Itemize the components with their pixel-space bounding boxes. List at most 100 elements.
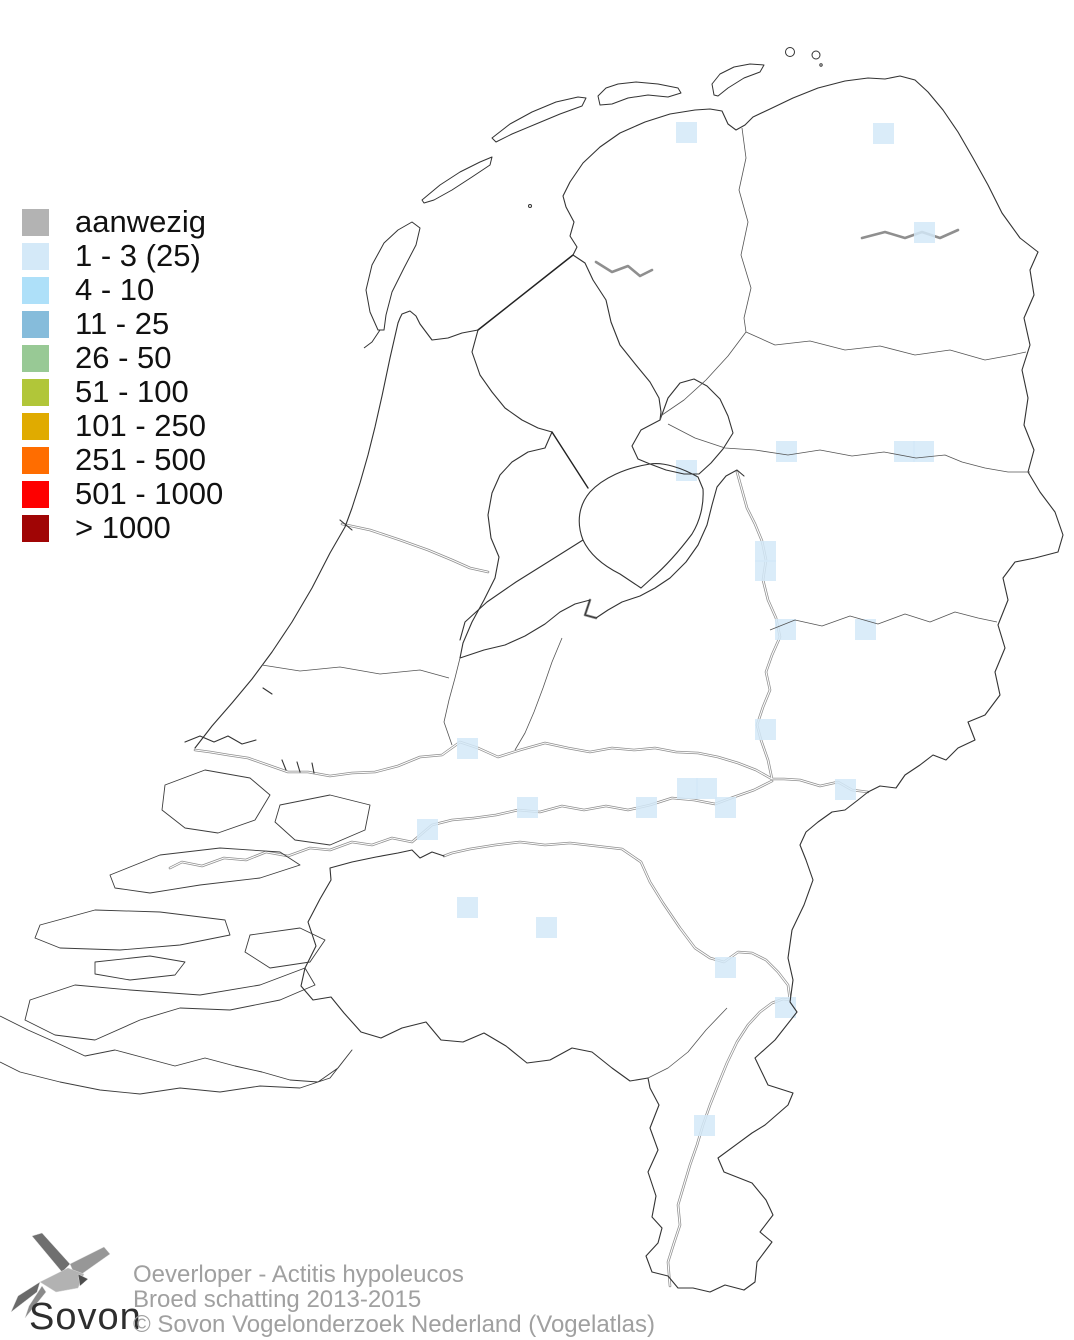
island-texel	[363, 221, 421, 349]
houtribdijk	[551, 431, 589, 489]
zeeuws-vlaanderen	[0, 1015, 353, 1095]
legend-label: 11 - 25	[75, 306, 170, 341]
legend-swatch-1-3	[22, 242, 49, 270]
legend-row: 4 - 10	[22, 273, 223, 307]
legend-swatch-aanwezig	[22, 208, 49, 236]
legend-row: 1 - 3 (25)	[22, 239, 223, 273]
caption-copyright: © Sovon Vogelonderzoek Nederland (Vogela…	[133, 1311, 656, 1338]
legend-row: 251 - 500	[22, 443, 223, 477]
sovon-logo	[10, 1232, 111, 1319]
distribution-cell	[536, 917, 557, 938]
legend-swatch-11-25	[22, 310, 49, 338]
island-hoeksche-waard	[274, 794, 371, 846]
caption-period: Broed schatting 2013-2015	[133, 1286, 422, 1313]
swallow-icon	[10, 1232, 111, 1319]
legend-label: 4 - 10	[75, 272, 155, 307]
distribution-cell	[417, 819, 438, 840]
legend-row: > 1000	[22, 511, 223, 545]
islet-dot	[819, 63, 823, 67]
island-ameland	[597, 81, 682, 106]
distribution-cell	[677, 778, 698, 799]
distribution-cell	[775, 997, 796, 1018]
sovon-logo-text: Sovon	[29, 1296, 142, 1338]
border-utrecht-east	[514, 637, 563, 751]
distribution-cell	[636, 797, 657, 818]
mainland-coast	[194, 310, 479, 749]
legend-swatch-26-50	[22, 344, 49, 372]
legend-label: 1 - 3 (25)	[75, 238, 201, 273]
wadden-islands	[363, 47, 823, 349]
legend-label: > 1000	[75, 510, 171, 545]
distribution-cell	[457, 897, 478, 918]
legend-label: 251 - 500	[75, 442, 206, 477]
island-voorne-putten	[161, 769, 271, 834]
distribution-cell	[913, 441, 934, 462]
islet-rottumerplaat	[785, 47, 795, 57]
border-overijssel-gelderland	[769, 611, 998, 631]
legend: aanwezig 1 - 3 (25) 4 - 10 11 - 25 26 - …	[22, 205, 223, 545]
border-drenthe-overijssel	[667, 423, 1030, 473]
noordoostpolder	[631, 378, 734, 475]
province-borders	[261, 127, 1030, 1079]
ijsselmeer-west-coast	[459, 329, 553, 659]
flevoland-polder	[578, 463, 704, 589]
legend-row: 501 - 1000	[22, 477, 223, 511]
border-groningen-drenthe	[745, 331, 1027, 361]
harbor-ticks	[184, 519, 353, 774]
legend-label: aanwezig	[75, 204, 206, 239]
border-friesland-groningen	[738, 127, 752, 333]
legend-label: 501 - 1000	[75, 476, 224, 511]
legend-swatch-251-500	[22, 446, 49, 474]
legend-row: 26 - 50	[22, 341, 223, 375]
legend-label: 26 - 50	[75, 340, 172, 375]
distribution-cell	[676, 122, 697, 143]
distribution-cell	[696, 778, 717, 799]
border-brabant-limburg	[647, 1007, 728, 1079]
distribution-cell	[694, 1115, 715, 1136]
gooi-veluwe-coast	[459, 469, 745, 659]
legend-label: 101 - 250	[75, 408, 206, 443]
distribution-cell	[914, 222, 935, 243]
island-schouwen-duiveland	[34, 909, 231, 951]
friesland-ijsselmeer-coast	[572, 254, 662, 421]
legend-row: 11 - 25	[22, 307, 223, 341]
legend-swatch-101-250	[22, 412, 49, 440]
north-coast	[562, 75, 1039, 256]
distribution-cell	[715, 957, 736, 978]
border-friesland-drenthe	[659, 331, 747, 421]
islet-griend	[528, 204, 532, 208]
map-caption: Oeverloper - Actitis hypoleucos Broed sc…	[133, 1262, 655, 1337]
coastline-layer	[184, 75, 1064, 1293]
distribution-cell	[776, 441, 797, 462]
island-noord-beveland	[94, 955, 186, 981]
legend-row: 51 - 100	[22, 375, 223, 409]
distribution-cell	[855, 619, 876, 640]
distribution-cell	[873, 123, 894, 144]
distribution-cell	[715, 797, 736, 818]
distribution-cell	[517, 797, 538, 818]
distribution-cell	[835, 779, 856, 800]
island-vlieland	[421, 156, 493, 204]
island-tholen	[244, 927, 326, 969]
legend-swatch-gt-1000	[22, 514, 49, 542]
border-utrecht-west	[443, 657, 461, 746]
border-nh-zh	[261, 664, 450, 679]
legend-row: 101 - 250	[22, 409, 223, 443]
island-walcheren-beveland	[24, 967, 316, 1041]
afsluitdijk	[477, 254, 574, 331]
distribution-cell	[457, 738, 478, 759]
islet-rottumeroog	[811, 50, 821, 60]
island-terschelling	[491, 96, 587, 143]
distribution-cell	[755, 560, 776, 581]
distribution-cell	[894, 441, 915, 462]
legend-row: aanwezig	[22, 205, 223, 239]
legend-swatch-4-10	[22, 276, 49, 304]
delta-islands	[0, 769, 371, 1095]
east-border	[717, 251, 1064, 1291]
island-goeree-overflakkee	[109, 847, 301, 894]
island-schiermonnikoog	[711, 63, 765, 97]
distribution-cell	[775, 619, 796, 640]
rivers-layer	[168, 228, 960, 1288]
legend-swatch-501-1000	[22, 480, 49, 508]
